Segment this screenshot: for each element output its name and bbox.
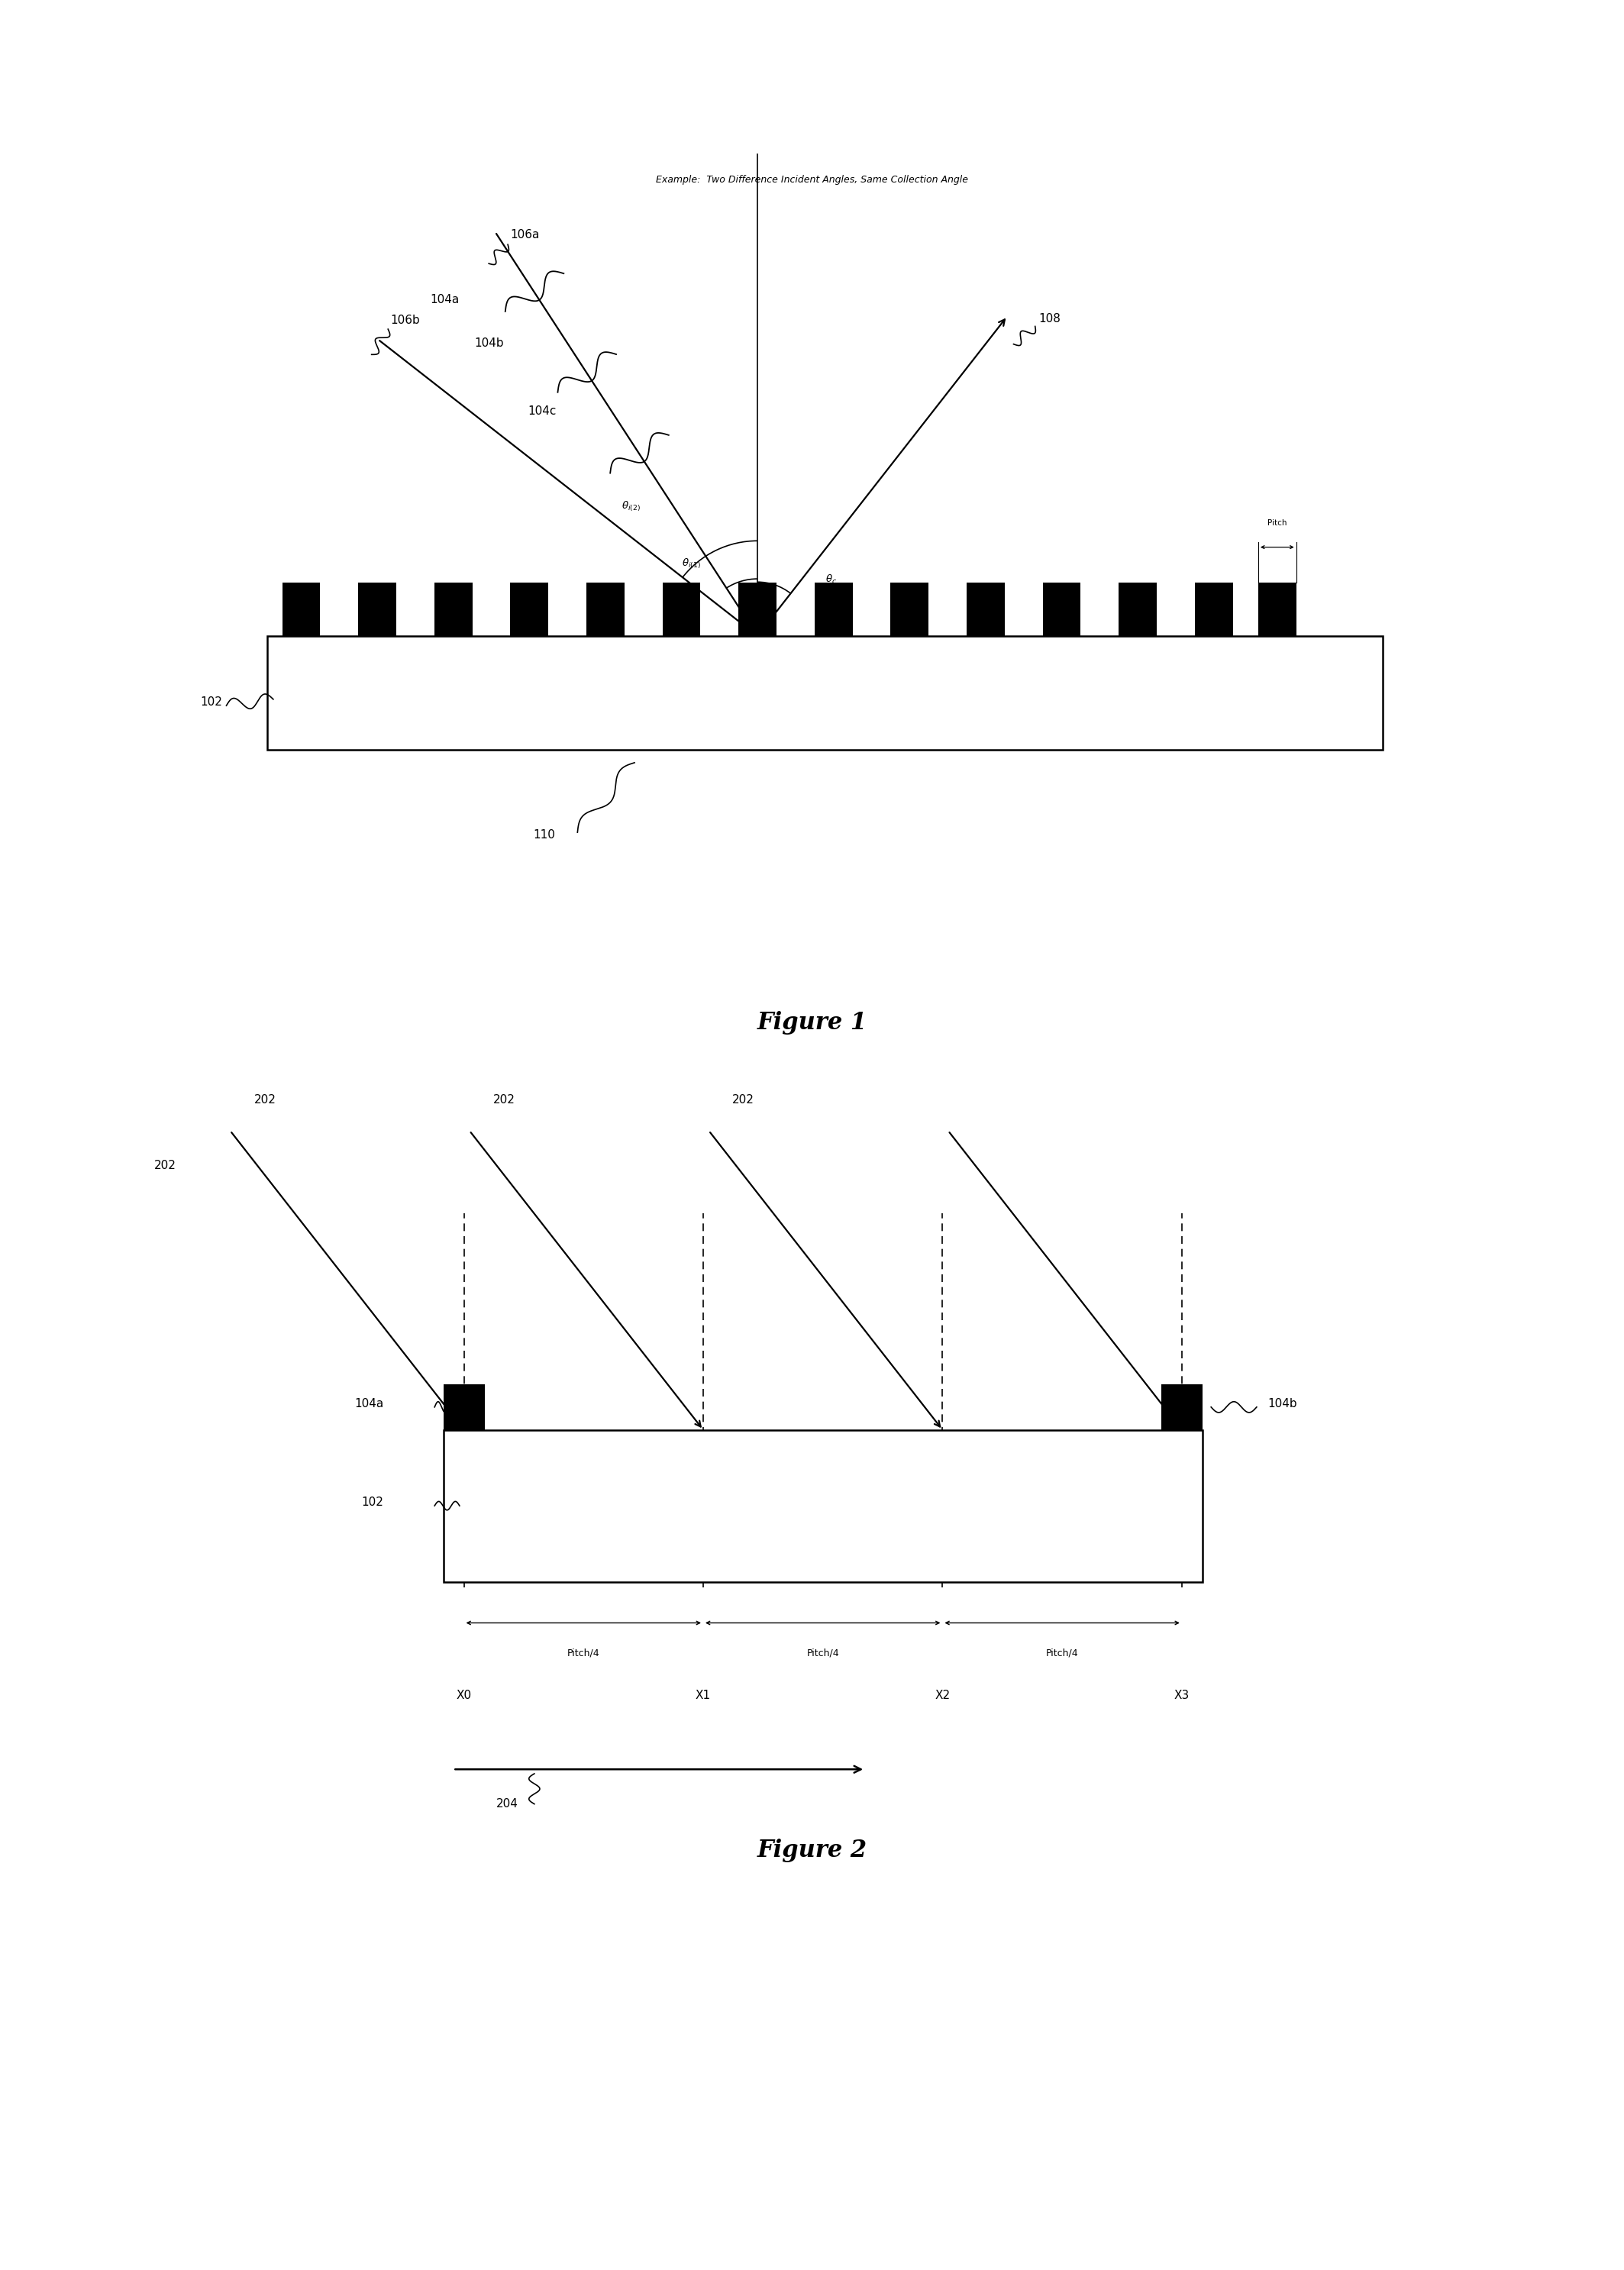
- Text: 106b: 106b: [391, 316, 421, 327]
- Text: Pitch/4: Pitch/4: [807, 1648, 840, 1657]
- Bar: [283, 583, 320, 636]
- Bar: [510, 583, 549, 636]
- Bar: [1195, 583, 1233, 636]
- Bar: [359, 583, 396, 636]
- Text: X1: X1: [695, 1689, 711, 1700]
- Text: 202: 202: [732, 1094, 755, 1105]
- Bar: [443, 1430, 1202, 1582]
- Text: 108: 108: [1039, 313, 1060, 325]
- Bar: [1259, 583, 1296, 636]
- Text: Pitch/4: Pitch/4: [567, 1648, 599, 1657]
- Bar: [663, 583, 700, 636]
- Text: X2: X2: [935, 1689, 950, 1700]
- Text: Pitch/4: Pitch/4: [1046, 1648, 1078, 1657]
- Text: Figure 1: Figure 1: [757, 1010, 867, 1035]
- Text: 104b: 104b: [474, 338, 503, 350]
- Text: 202: 202: [154, 1160, 175, 1171]
- Text: 102: 102: [200, 697, 222, 708]
- Text: 104a: 104a: [430, 295, 460, 306]
- Text: $\theta_{i(2)}$: $\theta_{i(2)}$: [622, 499, 640, 513]
- Text: 202: 202: [253, 1094, 276, 1105]
- Text: 102: 102: [362, 1496, 383, 1507]
- Text: 104c: 104c: [528, 406, 557, 418]
- Text: X0: X0: [456, 1689, 471, 1700]
- Text: $\theta_c$: $\theta_c$: [825, 574, 836, 586]
- Bar: [1043, 583, 1080, 636]
- Bar: [443, 1385, 484, 1430]
- Bar: [890, 583, 929, 636]
- Bar: [815, 583, 853, 636]
- Text: Example:  Two Difference Incident Angles, Same Collection Angle: Example: Two Difference Incident Angles,…: [656, 175, 968, 184]
- Text: 110: 110: [533, 829, 555, 840]
- Bar: [1119, 583, 1156, 636]
- Bar: [739, 583, 776, 636]
- Text: Pitch: Pitch: [1267, 520, 1286, 527]
- Bar: [966, 583, 1005, 636]
- Text: $\theta_{i(1)}$: $\theta_{i(1)}$: [682, 556, 702, 570]
- Text: 104a: 104a: [354, 1398, 383, 1410]
- Text: 106a: 106a: [510, 229, 539, 241]
- Bar: [434, 583, 473, 636]
- Text: X3: X3: [1174, 1689, 1189, 1700]
- Text: Figure 2: Figure 2: [757, 1839, 867, 1861]
- Text: 104b: 104b: [1267, 1398, 1298, 1410]
- Bar: [586, 583, 624, 636]
- Text: 204: 204: [497, 1798, 518, 1809]
- Text: 202: 202: [494, 1094, 515, 1105]
- Bar: [266, 636, 1382, 749]
- Bar: [1161, 1385, 1202, 1430]
